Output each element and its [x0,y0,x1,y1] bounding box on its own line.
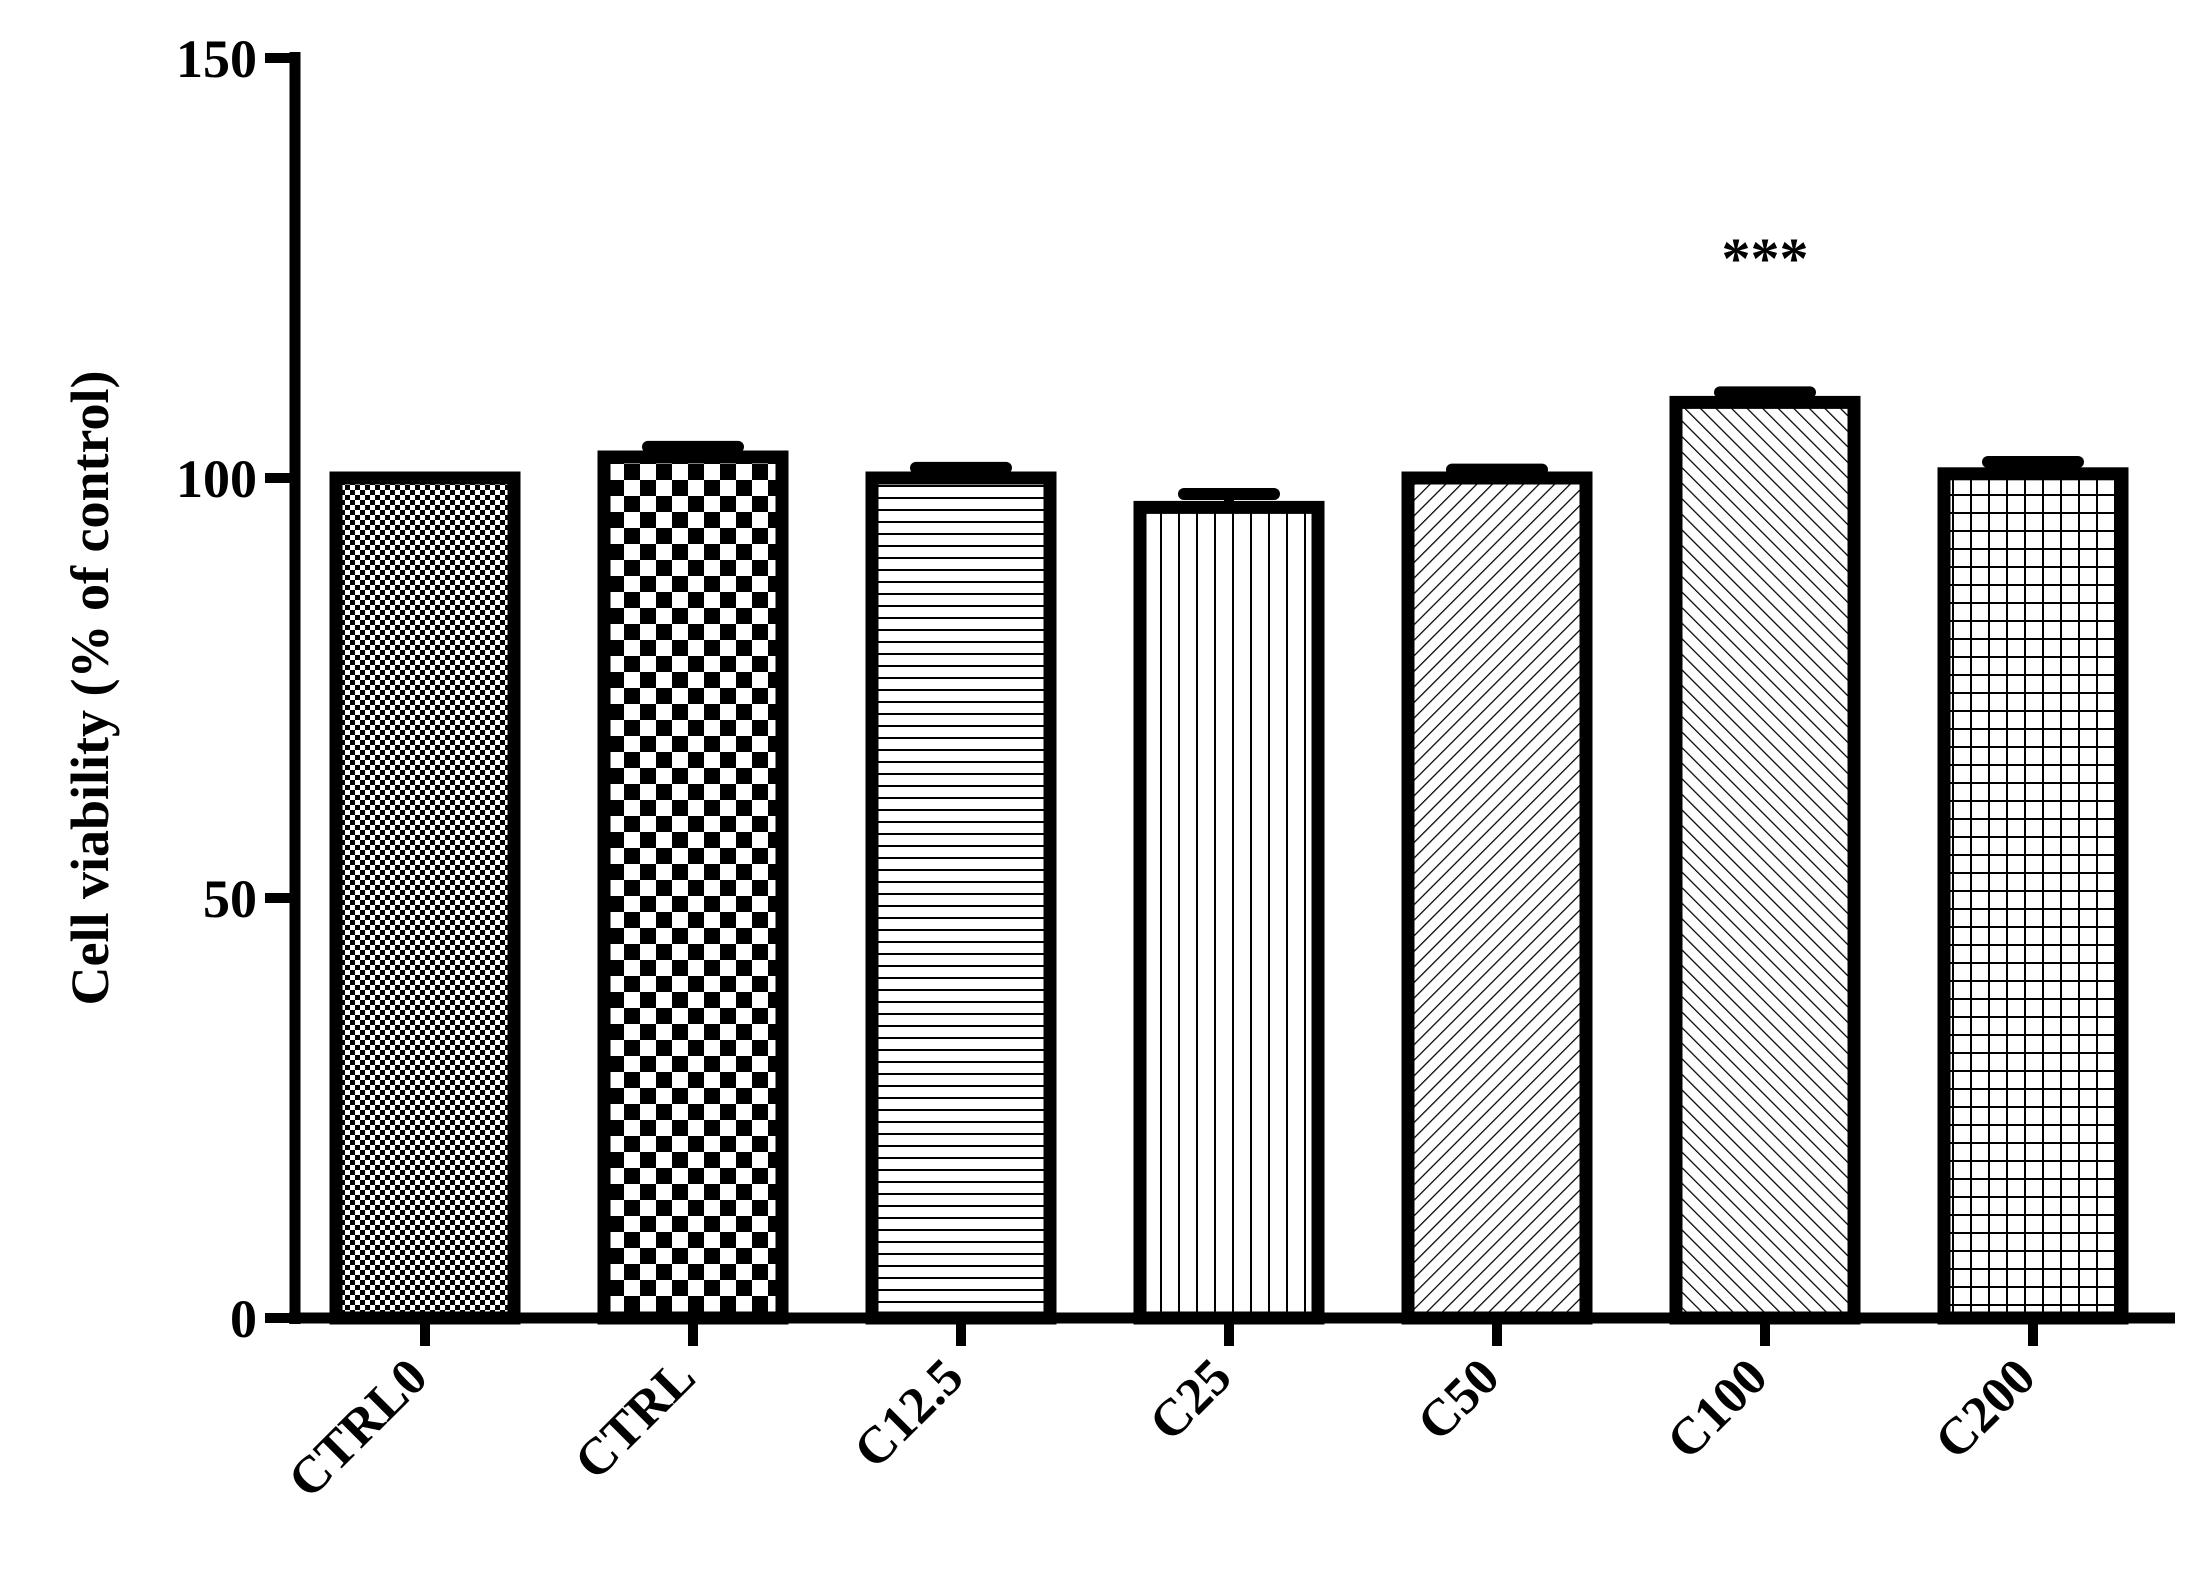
y-axis-title: Cell viability (% of control) [60,371,120,1006]
y-tick-label-0: 0 [230,1289,257,1349]
bar-c25 [1133,500,1325,1325]
x-tick-label-c12-5: C12.5 [843,1348,974,1479]
bar-c100 [1669,395,1861,1325]
x-tick-label-c100: C100 [1656,1348,1778,1470]
axes-layer [265,52,2175,1346]
bar-c50 [1401,471,1593,1325]
bar-c12-5 [865,471,1057,1325]
x-tick-label-ctrl: CTRL [564,1348,706,1490]
y-tick-label-100: 100 [176,449,257,509]
bar-c200 [1937,467,2129,1325]
x-tick-label-ctrl0: CTRL0 [278,1348,439,1509]
x-tick-label-c200: C200 [1924,1348,2046,1470]
significance-annotation: *** [1722,226,1809,291]
x-tick-label-c50: C50 [1407,1348,1511,1452]
bar-ctrl [597,450,789,1325]
x-tick-label-c25: C25 [1139,1348,1243,1452]
bar-ctrl0 [329,471,521,1325]
y-tick-label-50: 50 [203,869,257,929]
y-tick-label-150: 150 [176,29,257,89]
bars-layer [329,386,2129,1325]
